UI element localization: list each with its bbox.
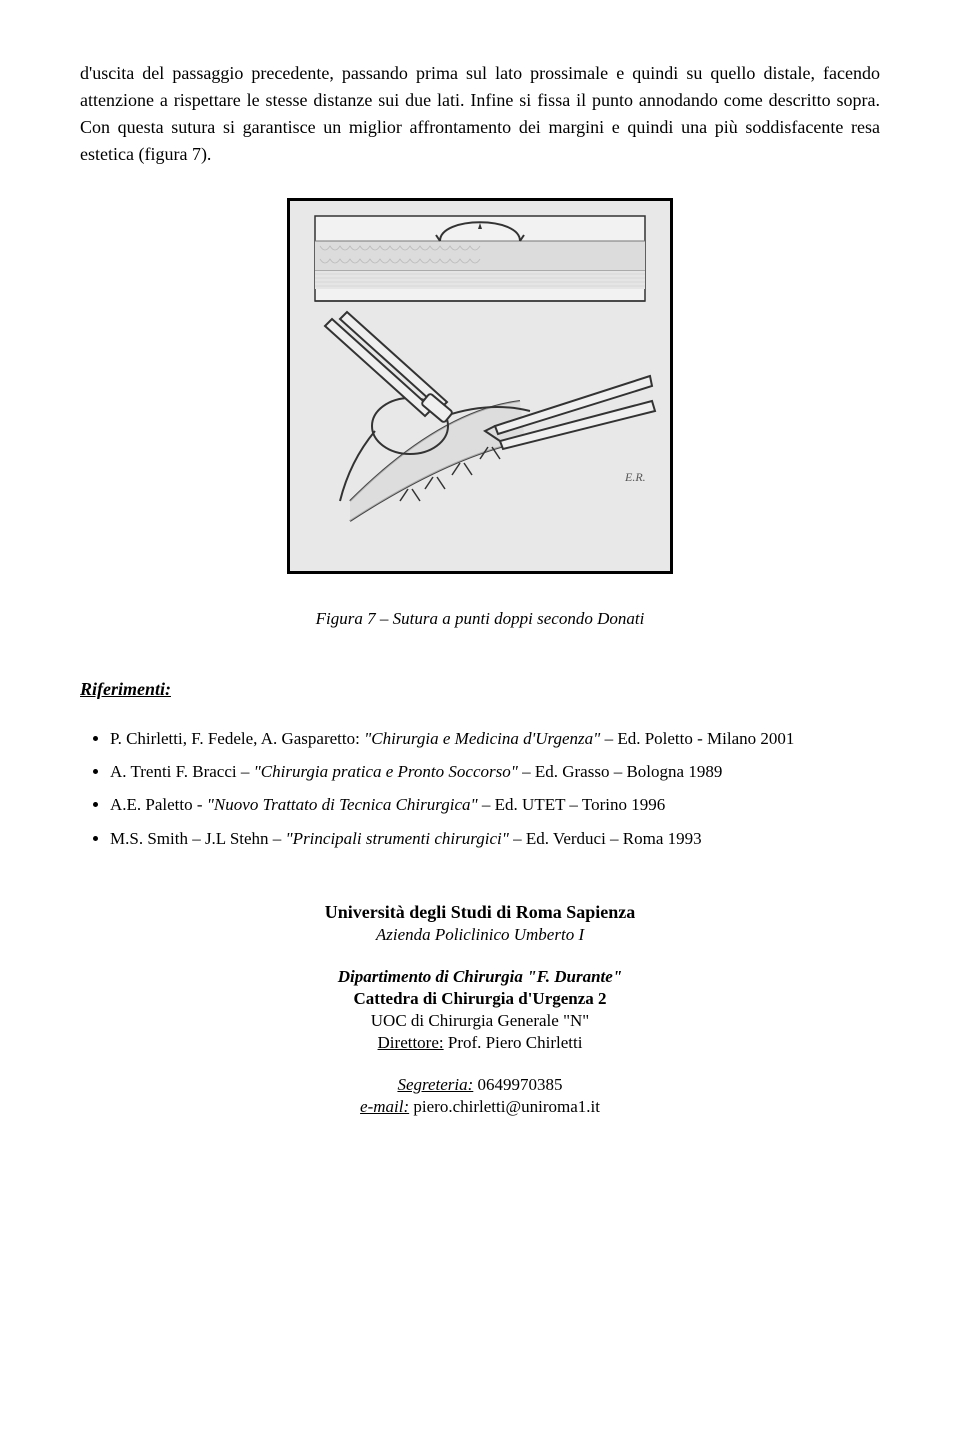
university-name: Università degli Studi di Roma Sapienza: [80, 902, 880, 923]
email-line: e-mail: piero.chirletti@uniroma1.it: [80, 1097, 880, 1117]
direttore-line: Direttore: Prof. Piero Chirletti: [80, 1033, 880, 1053]
email-label: e-mail:: [360, 1097, 409, 1116]
list-item: A.E. Paletto - "Nuovo Trattato di Tecnic…: [110, 791, 880, 818]
uoc-name: UOC di Chirurgia Generale "N": [80, 1011, 880, 1031]
ref-authors: A. Trenti F. Bracci –: [110, 762, 254, 781]
email-value: piero.chirletti@uniroma1.it: [409, 1097, 600, 1116]
list-item: P. Chirletti, F. Fedele, A. Gasparetto: …: [110, 725, 880, 752]
ref-title: "Chirurgia pratica e Pronto Soccorso": [254, 762, 518, 781]
segreteria-value: 0649970385: [473, 1075, 562, 1094]
ref-title: "Principali strumenti chirurgici": [286, 829, 509, 848]
figure-container: E.R.: [80, 198, 880, 579]
ref-suffix: – Ed. Poletto - Milano 2001: [605, 729, 795, 748]
segreteria-line: Segreteria: 0649970385: [80, 1075, 880, 1095]
body-paragraph: d'uscita del passaggio precedente, passa…: [80, 60, 880, 168]
azienda-name: Azienda Policlinico Umberto I: [80, 925, 880, 945]
ref-title: "Chirurgia e Medicina d'Urgenza": [364, 729, 600, 748]
cattedra-name: Cattedra di Chirurgia d'Urgenza 2: [80, 989, 880, 1009]
ref-suffix: – Ed. UTET – Torino 1996: [482, 795, 665, 814]
department-name: Dipartimento di Chirurgia "F. Durante": [80, 967, 880, 987]
ref-authors: M.S. Smith – J.L Stehn –: [110, 829, 286, 848]
list-item: M.S. Smith – J.L Stehn – "Principali str…: [110, 825, 880, 852]
ref-title: "Nuovo Trattato di Tecnica Chirurgica": [207, 795, 478, 814]
figure-caption: Figura 7 – Sutura a punti doppi secondo …: [80, 609, 880, 629]
references-list: P. Chirletti, F. Fedele, A. Gasparetto: …: [110, 725, 880, 852]
ref-suffix: – Ed. Grasso – Bologna 1989: [522, 762, 722, 781]
affiliation-block: Università degli Studi di Roma Sapienza …: [80, 902, 880, 1117]
list-item: A. Trenti F. Bracci – "Chirurgia pratica…: [110, 758, 880, 785]
ref-suffix: – Ed. Verduci – Roma 1993: [513, 829, 702, 848]
direttore-value: Prof. Piero Chirletti: [444, 1033, 583, 1052]
svg-text:E.R.: E.R.: [624, 470, 646, 484]
direttore-label: Direttore:: [378, 1033, 444, 1052]
references-heading: Riferimenti:: [80, 679, 880, 700]
segreteria-label: Segreteria:: [397, 1075, 473, 1094]
ref-authors: A.E. Paletto -: [110, 795, 207, 814]
figure-image: E.R.: [287, 198, 673, 574]
ref-authors: P. Chirletti, F. Fedele, A. Gasparetto:: [110, 729, 360, 748]
